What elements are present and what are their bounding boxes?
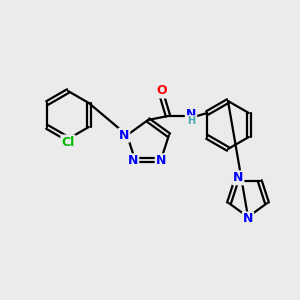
Text: Cl: Cl <box>61 136 75 148</box>
Text: O: O <box>157 85 167 98</box>
Text: N: N <box>128 154 138 167</box>
Text: N: N <box>243 212 253 226</box>
Text: N: N <box>119 129 129 142</box>
Text: H: H <box>187 116 195 126</box>
Text: N: N <box>233 171 243 184</box>
Text: N: N <box>156 154 166 167</box>
Text: N: N <box>186 109 196 122</box>
